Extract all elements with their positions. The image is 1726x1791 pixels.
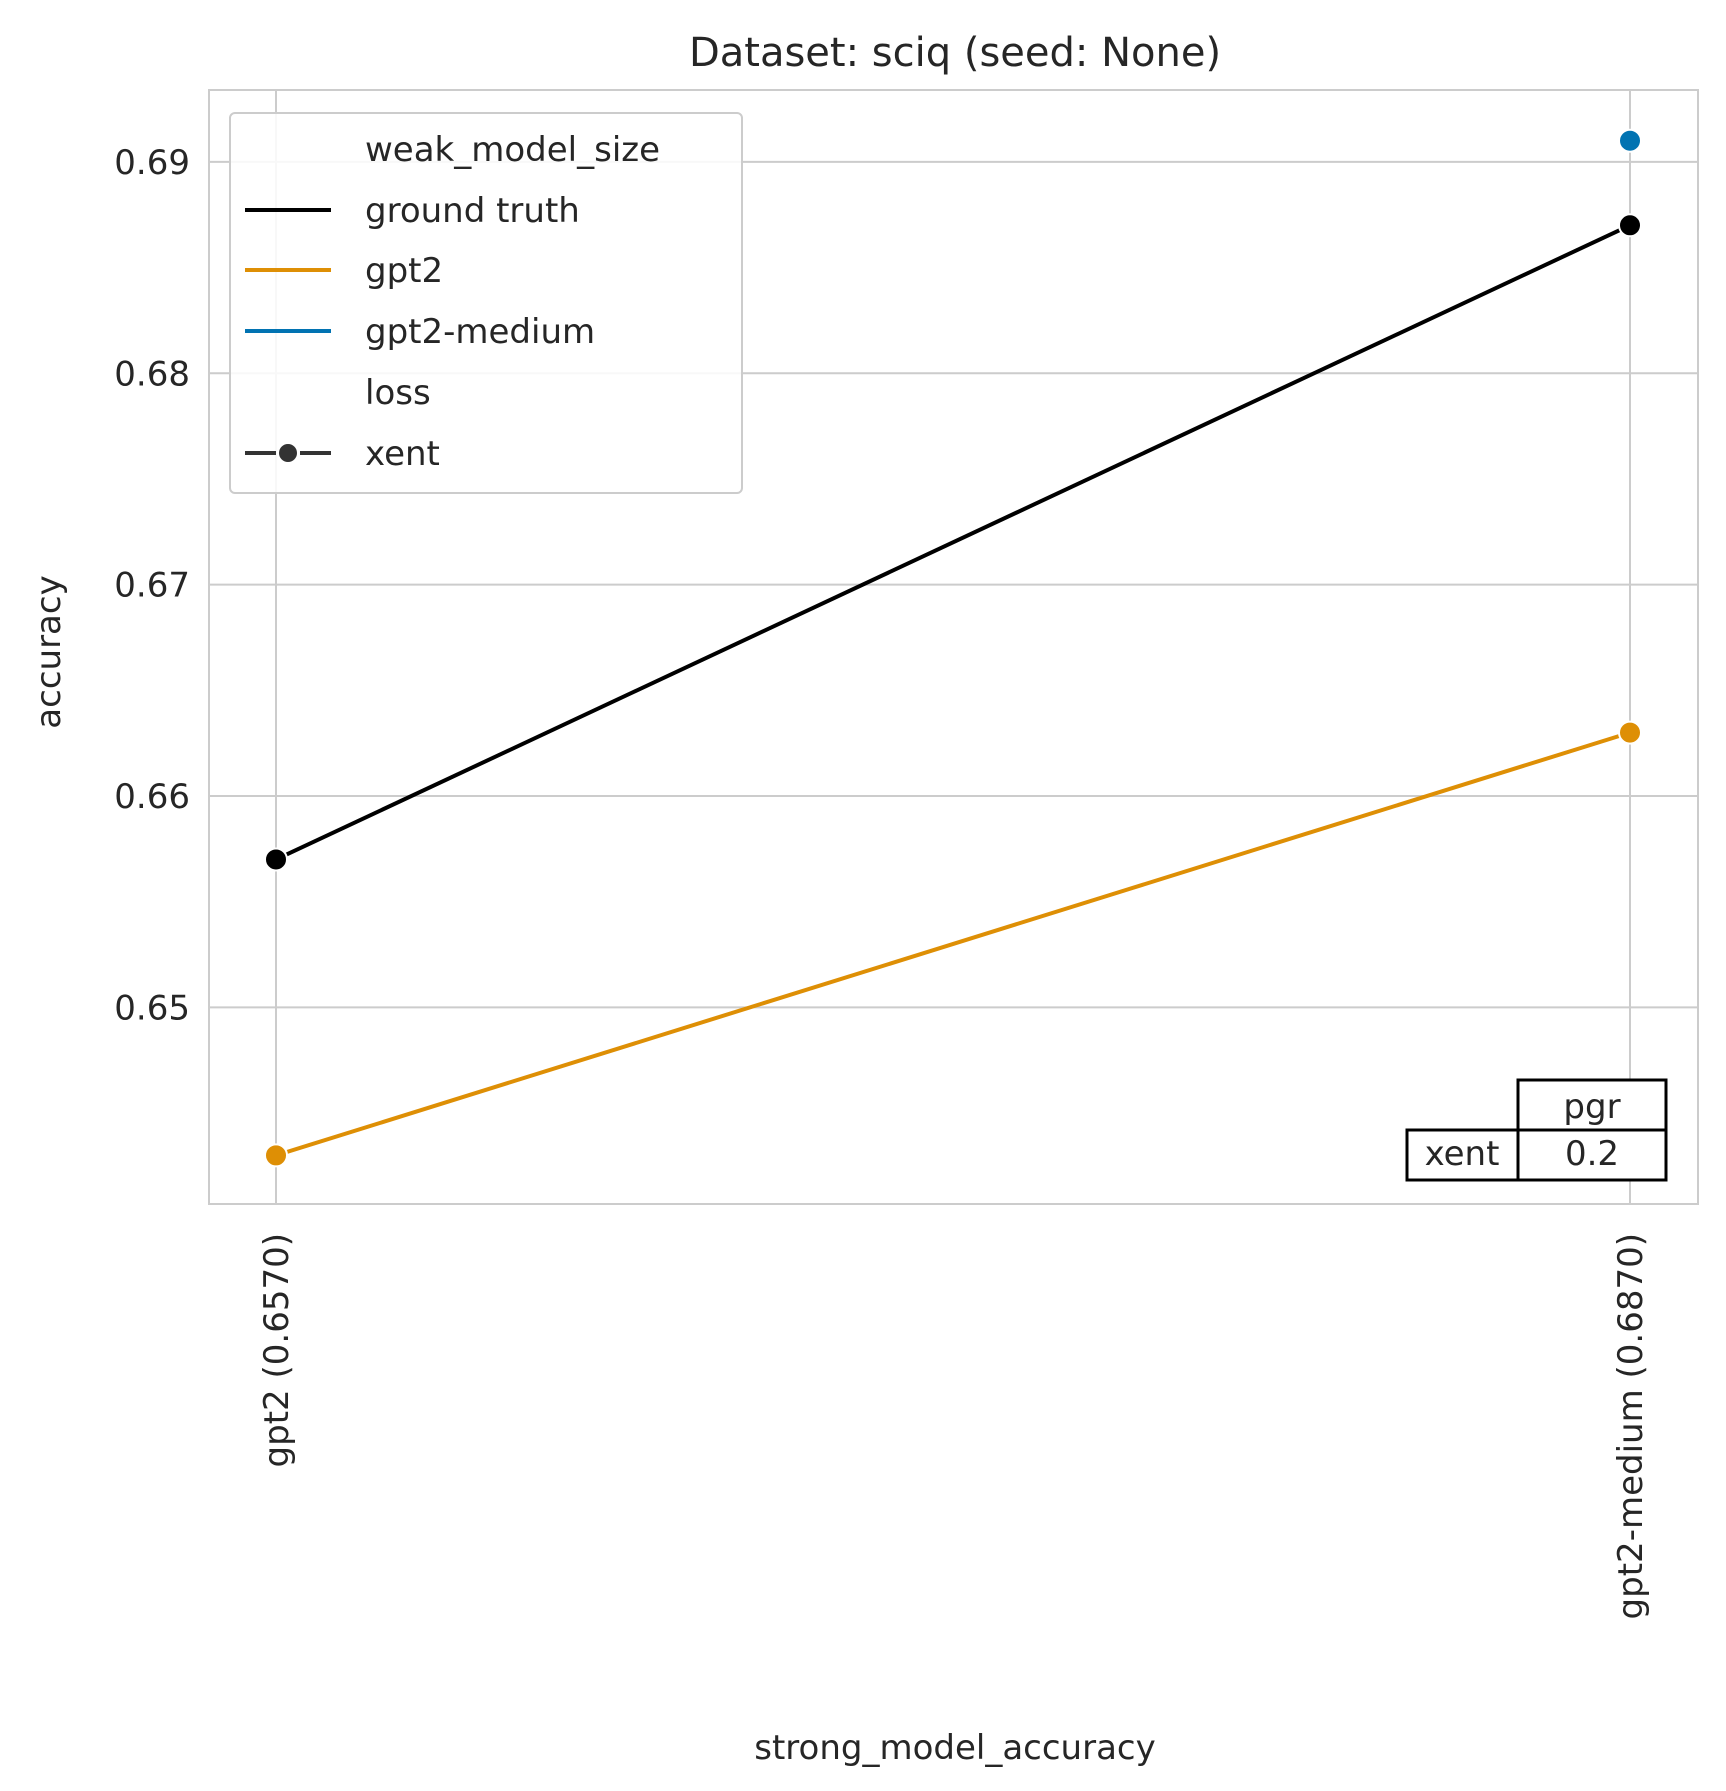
x-axis-label: strong_model_accuracy: [754, 1728, 1155, 1768]
y-tick-label: 0.66: [114, 777, 190, 817]
pgr-table-row-label: xent: [1425, 1134, 1500, 1174]
data-point-gpt2: [1618, 720, 1642, 745]
y-tick-label: 0.67: [114, 566, 190, 606]
x-tick-label: gpt2-medium (0.6870): [1611, 1233, 1651, 1619]
chart-title: Dataset: sciq (seed: None): [689, 30, 1221, 76]
data-point-gpt2-medium: [1618, 128, 1642, 153]
y-tick-label: 0.69: [114, 143, 190, 183]
pgr-table-row-label-cell: [1405, 1128, 1520, 1182]
y-tick-label: 0.65: [114, 988, 190, 1028]
data-point-ground-truth: [1618, 213, 1642, 238]
series-line-ground-truth: [275, 223, 1631, 862]
legend-hue-title: weak_model_size: [365, 130, 660, 170]
plot-area: [208, 89, 1699, 1205]
y-axis-label: accuracy: [29, 575, 69, 728]
legend-box: [229, 112, 743, 494]
legend-marker-xent: [277, 442, 299, 464]
legend-label-gpt2-medium: gpt2-medium: [365, 312, 595, 352]
series-line-gpt2: [275, 730, 1631, 1158]
pgr-table-header-cell: [1516, 1078, 1668, 1132]
y-tick-label: 0.68: [114, 354, 190, 394]
legend-label-xent: xent: [365, 434, 440, 474]
series-layer: [264, 128, 1642, 1168]
legend-label-ground-truth: ground truth: [365, 191, 580, 231]
y-tick-labels: 0.65 0.66 0.67 0.68 0.69: [114, 143, 190, 1029]
data-point-ground-truth: [264, 847, 288, 872]
pgr-table-value-cell: [1516, 1128, 1668, 1182]
legend-label-gpt2: gpt2: [365, 251, 443, 291]
pgr-table-col-header: pgr: [1563, 1087, 1620, 1127]
pgr-table: pgr xent 0.2: [1405, 1078, 1668, 1182]
legend-style-title: loss: [365, 373, 431, 413]
x-tick-labels: gpt2 (0.6570) gpt2-medium (0.6870): [257, 1233, 1651, 1619]
legend: weak_model_size ground truth gpt2 gpt2-m…: [229, 112, 743, 494]
pgr-table-value: 0.2: [1565, 1134, 1619, 1174]
data-point-gpt2: [264, 1143, 288, 1168]
x-tick-label: gpt2 (0.6570): [257, 1233, 297, 1467]
